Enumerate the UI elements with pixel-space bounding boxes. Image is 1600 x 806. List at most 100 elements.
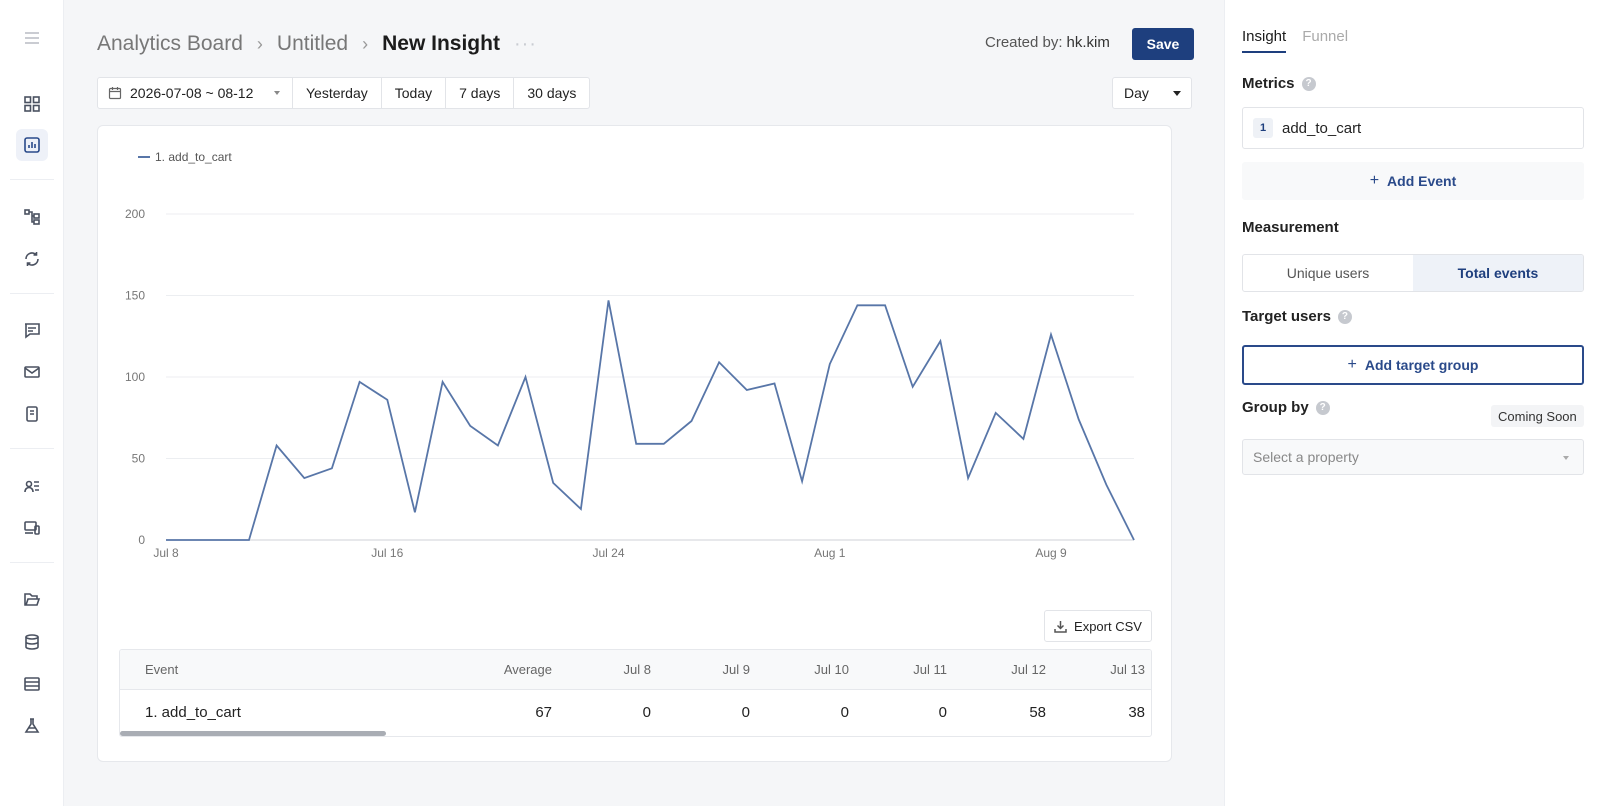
total-events-option[interactable]: Total events xyxy=(1413,255,1583,291)
cell-value: 0 xyxy=(841,690,849,734)
preset-30-days-button[interactable]: 30 days xyxy=(514,78,589,108)
header-date: Jul 12 xyxy=(1011,650,1046,689)
preset-today-button[interactable]: Today xyxy=(382,78,446,108)
plus-icon: + xyxy=(1348,356,1357,374)
export-csv-label: Export CSV xyxy=(1074,619,1142,634)
help-icon[interactable]: ? xyxy=(1338,310,1352,324)
date-range-value: 2026-07-08 ~ 08-12 xyxy=(130,85,253,101)
table-row[interactable]: 1. add_to_cart 67 0 0 0 0 58 38 xyxy=(120,690,1152,734)
export-csv-button[interactable]: Export CSV xyxy=(1044,610,1152,642)
y-tick-label: 50 xyxy=(132,452,146,466)
add-target-group-button[interactable]: + Add target group xyxy=(1242,345,1584,385)
property-select[interactable]: Select a property xyxy=(1242,439,1584,475)
table-header-row: Event Average Jul 8 Jul 9 Jul 10 Jul 11 … xyxy=(120,650,1152,690)
header-date: Jul 9 xyxy=(723,650,750,689)
cell-value: 58 xyxy=(1029,690,1046,734)
cell-value: 0 xyxy=(643,690,651,734)
created-by-user: hk.kim xyxy=(1067,34,1110,51)
help-icon[interactable]: ? xyxy=(1316,401,1330,415)
flask-icon[interactable] xyxy=(16,710,48,742)
group-by-title: Group by xyxy=(1242,399,1309,416)
help-icon[interactable]: ? xyxy=(1302,77,1316,91)
dashboard-icon[interactable] xyxy=(16,88,48,120)
add-event-label: Add Event xyxy=(1387,173,1456,189)
more-options-icon[interactable]: ··· xyxy=(514,33,537,56)
panel-tabs: Insight Funnel xyxy=(1242,28,1364,53)
left-nav xyxy=(0,0,64,806)
target-users-section-title: Target users ? xyxy=(1242,308,1352,325)
page-title[interactable]: New Insight xyxy=(382,32,500,56)
chevron-down-icon xyxy=(274,91,280,95)
x-tick-label: Jul 16 xyxy=(371,546,403,560)
user-list-icon[interactable] xyxy=(16,470,48,502)
devices-icon[interactable] xyxy=(16,512,48,544)
mail-icon[interactable] xyxy=(16,356,48,388)
retention-refresh-icon[interactable] xyxy=(16,243,48,275)
nav-divider xyxy=(10,562,54,563)
data-table: Event Average Jul 8 Jul 9 Jul 10 Jul 11 … xyxy=(119,649,1152,737)
cell-event: 1. add_to_cart xyxy=(145,690,241,734)
tab-insight[interactable]: Insight xyxy=(1242,28,1286,53)
add-event-button[interactable]: + Add Event xyxy=(1242,162,1584,200)
y-tick-label: 200 xyxy=(125,207,145,221)
chevron-right-icon: › xyxy=(257,34,263,55)
database-icon[interactable] xyxy=(16,626,48,658)
folder-icon[interactable] xyxy=(16,584,48,616)
insight-card: 0 50 100 150 200 Jul 8 Jul 16 Jul 24 Aug 1 Aug 9 1… xyxy=(97,125,1172,762)
preset-yesterday-button[interactable]: Yesterday xyxy=(293,78,382,108)
tab-funnel[interactable]: Funnel xyxy=(1302,28,1348,53)
insight-config-panel: Insight Funnel Metrics ? 1 add_to_cart +… xyxy=(1224,0,1600,806)
target-users-title: Target users xyxy=(1242,308,1331,325)
cell-average: 67 xyxy=(535,690,552,734)
x-tick-label: Jul 24 xyxy=(592,546,624,560)
message-icon[interactable] xyxy=(16,314,48,346)
breadcrumb: Analytics Board › Untitled › New Insight… xyxy=(97,30,537,58)
main-content: Analytics Board › Untitled › New Insight… xyxy=(64,0,1224,806)
created-by: Created by: hk.kim xyxy=(985,34,1110,51)
mobile-page-icon[interactable] xyxy=(16,398,48,430)
header-date: Jul 11 xyxy=(913,650,947,689)
table-icon[interactable] xyxy=(16,668,48,700)
created-by-label: Created by: xyxy=(985,34,1063,51)
metrics-section-title: Metrics ? xyxy=(1242,75,1316,92)
breadcrumb-untitled[interactable]: Untitled xyxy=(277,32,348,56)
unique-users-option[interactable]: Unique users xyxy=(1243,255,1413,291)
nav-divider xyxy=(10,293,54,294)
save-button[interactable]: Save xyxy=(1132,28,1194,60)
nav-divider xyxy=(10,448,54,449)
nav-divider xyxy=(10,179,54,180)
series-line-add-to-cart xyxy=(166,300,1134,540)
y-tick-label: 0 xyxy=(138,533,145,547)
horizontal-scrollbar[interactable] xyxy=(120,731,386,736)
chevron-down-icon xyxy=(1563,456,1569,460)
header-date: Jul 8 xyxy=(624,650,651,689)
plus-icon: + xyxy=(1370,172,1379,190)
add-target-group-label: Add target group xyxy=(1365,357,1479,373)
x-tick-label: Aug 1 xyxy=(814,546,846,560)
date-range-bar: 2026-07-08 ~ 08-12 Yesterday Today 7 day… xyxy=(97,77,590,109)
date-range-picker[interactable]: 2026-07-08 ~ 08-12 xyxy=(98,78,293,108)
caret-down-icon xyxy=(1173,91,1181,96)
cell-value: 38 xyxy=(1128,690,1145,734)
menu-icon[interactable] xyxy=(16,22,48,54)
x-tick-label: Jul 8 xyxy=(153,546,179,560)
y-tick-label: 150 xyxy=(125,289,145,303)
header-date: Jul 13 xyxy=(1110,650,1145,689)
preset-7-days-button[interactable]: 7 days xyxy=(446,78,514,108)
breadcrumb-analytics-board[interactable]: Analytics Board xyxy=(97,32,243,56)
metric-event-item[interactable]: 1 add_to_cart xyxy=(1242,107,1584,149)
cell-value: 0 xyxy=(939,690,947,734)
legend-label: 1. add_to_cart xyxy=(155,150,232,164)
group-by-section-title: Group by ? xyxy=(1242,399,1330,416)
measurement-title: Measurement xyxy=(1242,219,1339,236)
interval-select[interactable]: Day xyxy=(1112,77,1192,109)
funnel-flow-icon[interactable] xyxy=(16,201,48,233)
coming-soon-badge: Coming Soon xyxy=(1491,405,1584,427)
property-placeholder: Select a property xyxy=(1253,449,1359,465)
insight-chart-icon[interactable] xyxy=(16,129,48,161)
metric-index-badge: 1 xyxy=(1253,118,1273,138)
download-icon xyxy=(1054,620,1067,633)
cell-value: 0 xyxy=(742,690,750,734)
line-chart: 0 50 100 150 200 Jul 8 Jul 16 Jul 24 Aug 1 Aug 9 1… xyxy=(98,126,1173,596)
measurement-section-title: Measurement xyxy=(1242,219,1339,236)
